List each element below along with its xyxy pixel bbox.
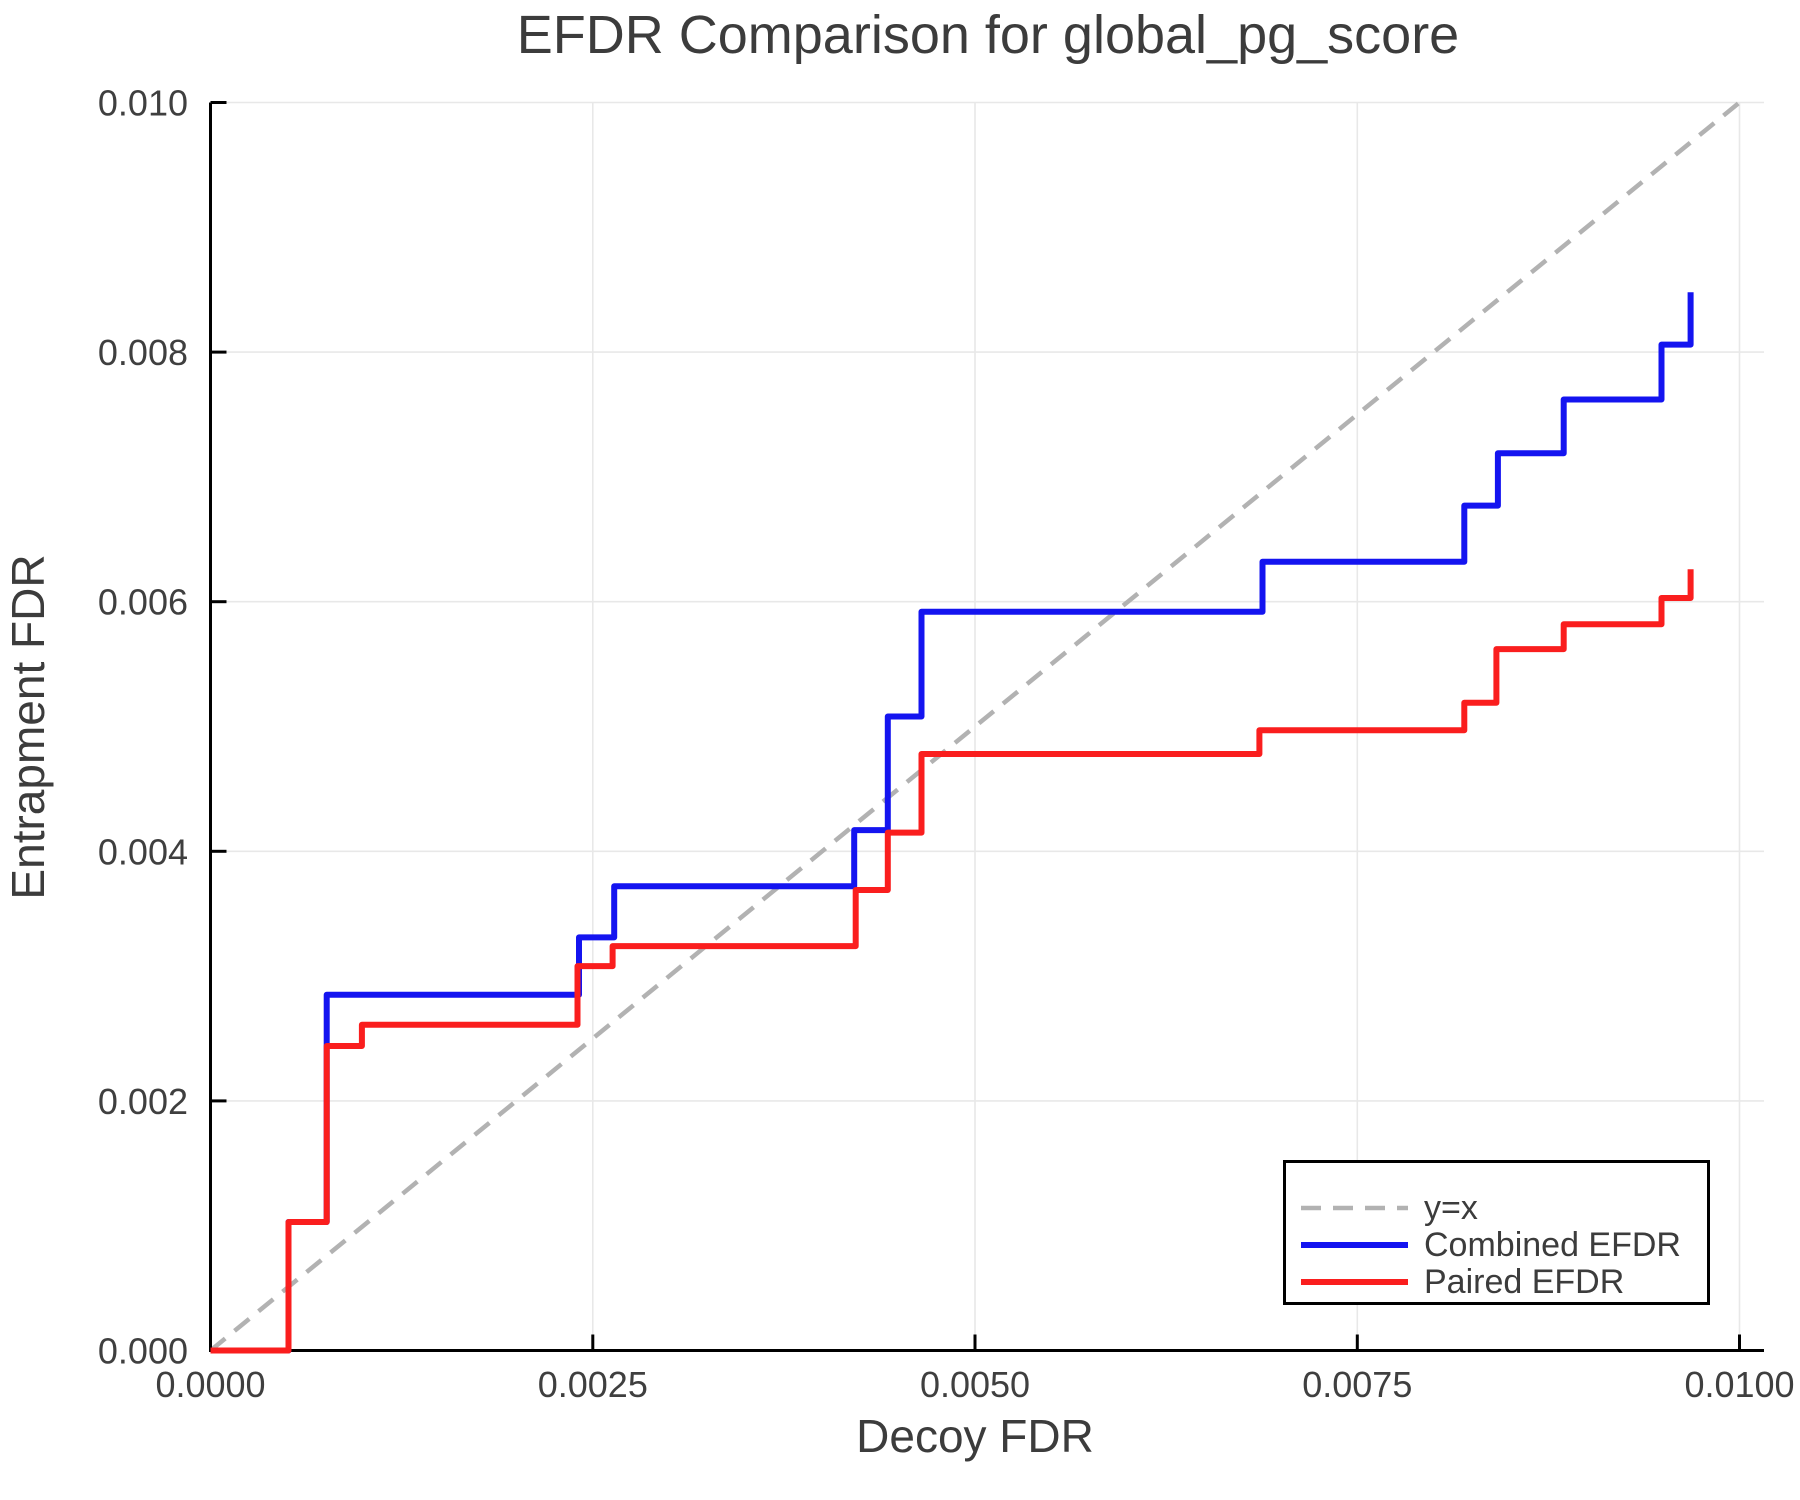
svg-text:0.010: 0.010 [98, 83, 188, 124]
legend: y=x Combined EFDR Paired EFDR [1283, 1160, 1710, 1305]
svg-text:0.002: 0.002 [98, 1081, 188, 1122]
series-line-1 [210, 569, 1694, 1354]
identity-line-sample-icon [1301, 1205, 1408, 1210]
y-axis-label: Entrapment FDR [2, 554, 54, 899]
svg-text:0.006: 0.006 [98, 582, 188, 623]
svg-text:0.004: 0.004 [98, 831, 188, 872]
chart-title: EFDR Comparison for global_pg_score [516, 5, 1460, 65]
x-axis-label: Decoy FDR [856, 1410, 1094, 1462]
legend-item-paired-efdr: Paired EFDR [1286, 1263, 1707, 1300]
svg-text:0.0075: 0.0075 [1302, 1364, 1412, 1405]
paired-efdr-line-sample-icon [1301, 1278, 1408, 1285]
tick-labels: 0.0000 0.0025 0.0050 0.0075 0.0100 0.000 0.002… [98, 83, 1795, 1406]
combined-efdr-line-sample-icon [1301, 1241, 1408, 1248]
gridlines [210, 101, 1764, 1351]
axes-spines [209, 102, 1764, 1352]
series-line-0 [210, 292, 1694, 1354]
legend-label-identity: y=x [1424, 1188, 1478, 1227]
identity-line [209, 100, 1741, 1353]
svg-text:0.0100: 0.0100 [1684, 1364, 1794, 1405]
svg-text:0.0000: 0.0000 [155, 1364, 265, 1405]
svg-text:0.0025: 0.0025 [538, 1364, 648, 1405]
svg-text:0.0050: 0.0050 [920, 1364, 1030, 1405]
data-series [210, 292, 1694, 1354]
legend-label-paired-efdr: Paired EFDR [1424, 1262, 1625, 1301]
legend-label-combined-efdr: Combined EFDR [1424, 1225, 1681, 1264]
svg-text:0.000: 0.000 [98, 1331, 188, 1372]
svg-text:0.008: 0.008 [98, 332, 188, 373]
legend-item-identity: y=x [1286, 1189, 1707, 1226]
legend-item-combined-efdr: Combined EFDR [1286, 1226, 1707, 1263]
